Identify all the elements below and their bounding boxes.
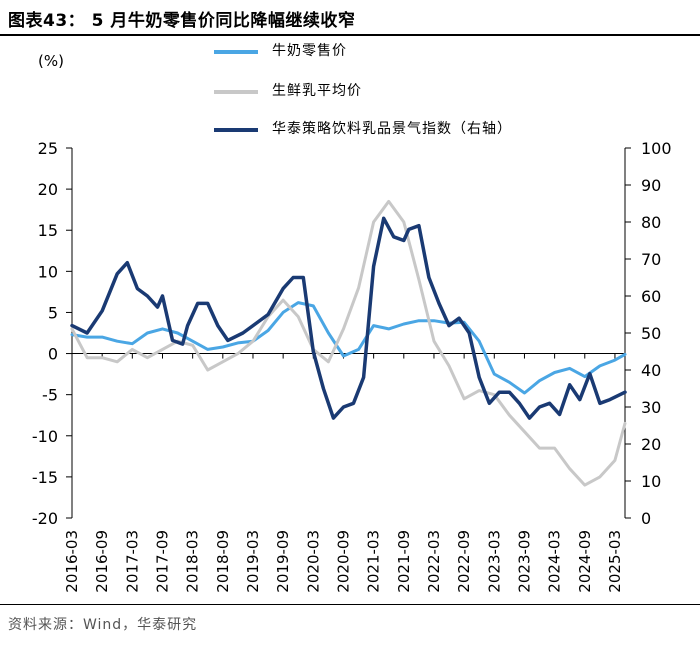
legend-label-milk-retail-price: 牛奶零售价 [272,43,347,59]
legend-label-dairy-index: 华泰策略饮料乳品景气指数（右轴） [272,121,512,137]
right-tick-label: 20 [641,435,661,454]
x-tick-label: 2022-03 [425,530,443,593]
footer-divider [0,604,700,605]
left-tick-label: 25 [38,139,58,158]
left-tick-label: 0 [48,345,58,364]
left-tick-label: 15 [38,221,58,240]
left-tick-label: -15 [32,468,58,487]
title-divider [0,34,700,36]
source-note: 资料来源：Wind，华泰研究 [8,617,198,633]
x-tick-label: 2019-03 [244,530,262,593]
right-tick-label: 80 [641,213,661,232]
legend-label-raw-milk-price: 生鲜乳平均价 [272,83,362,99]
left-tick-label: -10 [32,427,58,446]
x-tick-label: 2021-09 [395,530,413,593]
left-tick-label: -20 [32,509,58,528]
legend-swatch-raw-milk-price [214,90,258,94]
x-tick-label: 2025-03 [606,530,624,593]
right-tick-label: 60 [641,287,661,306]
left-axis-unit: (%) [38,52,64,70]
left-tick-label: -5 [42,386,58,405]
right-tick-label: 70 [641,250,661,269]
right-tick-label: 10 [641,472,661,491]
right-tick-label: 100 [641,139,672,158]
x-tick-label: 2023-03 [485,530,503,593]
x-tick-label: 2021-03 [365,530,383,593]
x-tick-label: 2017-09 [153,530,171,593]
right-tick-label: 40 [641,361,661,380]
left-tick-label: 20 [38,180,58,199]
x-tick-label: 2020-03 [304,530,322,593]
line-chart: 2520151050-5-10-15-201009080706050403020… [32,139,672,593]
x-tick-label: 2024-03 [546,530,564,593]
right-tick-label: 50 [641,324,661,343]
left-tick-label: 10 [38,262,58,281]
x-tick-label: 2023-09 [515,530,533,593]
left-tick-label: 5 [48,303,58,322]
right-tick-label: 90 [641,176,661,195]
x-tick-label: 2019-09 [274,530,292,593]
x-tick-label: 2018-03 [184,530,202,593]
x-tick-label: 2017-03 [123,530,141,593]
right-tick-label: 0 [641,509,651,528]
x-tick-label: 2024-09 [576,530,594,593]
series-line-1 [70,199,627,487]
x-tick-label: 2016-03 [63,530,81,593]
series-line-0 [70,301,627,395]
x-tick-label: 2018-09 [214,530,232,593]
x-tick-label: 2020-09 [334,530,352,593]
x-tick-label: 2022-09 [455,530,473,593]
legend-swatch-dairy-index [214,128,258,132]
right-tick-label: 30 [641,398,661,417]
chart-title: 图表43： 5 月牛奶零售价同比降幅继续收窄 [8,11,356,31]
x-tick-label: 2016-09 [93,530,111,593]
legend-swatch-milk-retail-price [214,50,258,54]
series-line-2 [70,216,627,420]
